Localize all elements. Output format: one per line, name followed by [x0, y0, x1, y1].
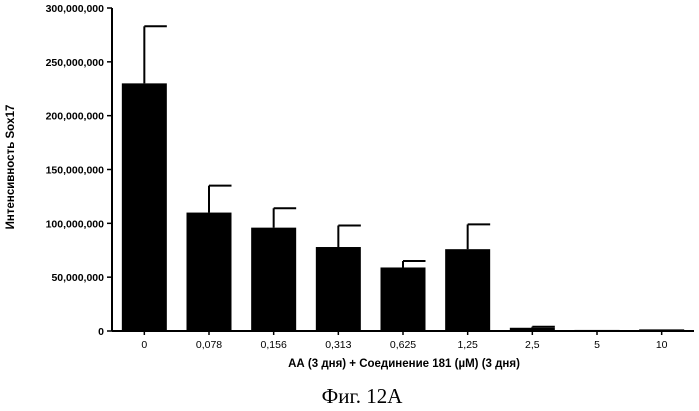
- x-tick-label: 2,5: [525, 339, 540, 351]
- bars-group: [122, 83, 684, 331]
- y-tick-label: 0: [98, 326, 104, 338]
- x-tick-label: 0,313: [325, 339, 351, 351]
- bar: [316, 247, 361, 331]
- x-tick-label: 0,625: [390, 339, 416, 351]
- y-tick-label: 250,000,000: [46, 57, 105, 69]
- bar: [445, 249, 490, 331]
- y-tick-label: 200,000,000: [46, 111, 105, 123]
- x-axis-tick-labels: 0 0,078 0,156 0,313 0,625 1,25 2,5 5 10: [141, 331, 667, 351]
- bar: [187, 213, 232, 331]
- y-tick-label: 150,000,000: [46, 165, 105, 177]
- x-axis-title: АА (3 дня) + Соединение 181 (µM) (3 дня): [288, 358, 520, 370]
- bar: [251, 228, 296, 331]
- bar-chart: 0 50,000,000 100,000,000 150,000,000 200,000…: [0, 0, 699, 411]
- y-axis-ticks: 0 50,000,000 100,000,000 150,000,000 200,000…: [46, 3, 112, 338]
- x-tick-label: 10: [656, 339, 668, 351]
- y-tick-label: 100,000,000: [46, 218, 105, 230]
- x-tick-label: 0,156: [261, 339, 287, 351]
- bar: [122, 83, 167, 331]
- x-tick-label: 5: [594, 339, 600, 351]
- x-tick-label: 1,25: [457, 339, 478, 351]
- figure-caption: Фиг. 12A: [322, 384, 404, 408]
- bar: [381, 267, 426, 331]
- x-tick-label: 0,078: [196, 339, 222, 351]
- x-tick-label: 0: [141, 339, 147, 351]
- y-tick-label: 300,000,000: [46, 3, 105, 15]
- y-tick-label: 50,000,000: [51, 272, 104, 284]
- y-axis-title: Интенсивность Sox17: [5, 105, 17, 230]
